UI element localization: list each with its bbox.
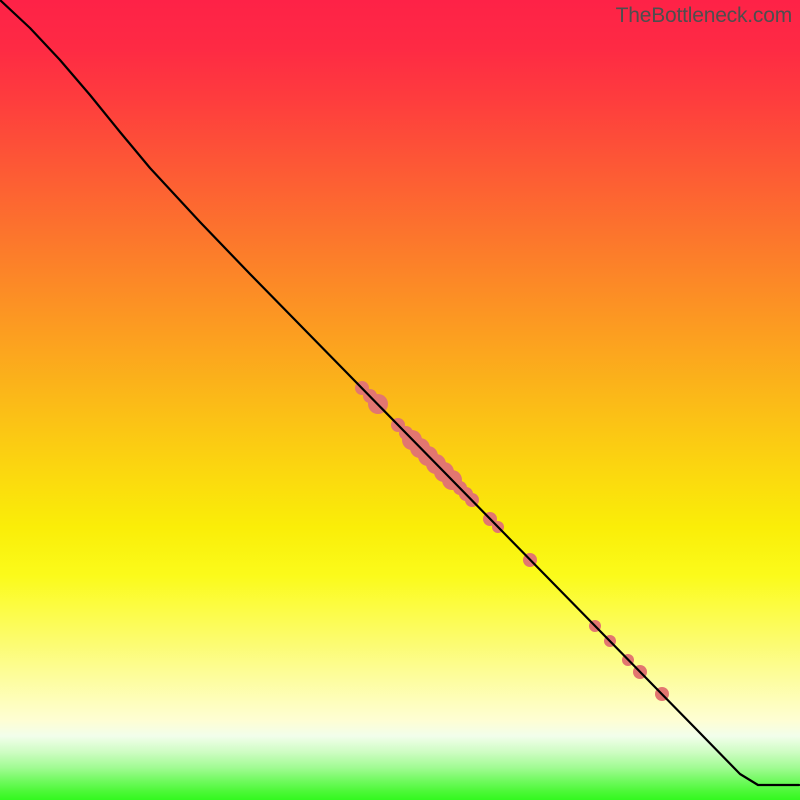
chart-svg: [0, 0, 800, 800]
watermark-text: TheBottleneck.com: [616, 4, 792, 28]
chart-container: TheBottleneck.com: [0, 0, 800, 800]
gradient-background: [0, 0, 800, 800]
